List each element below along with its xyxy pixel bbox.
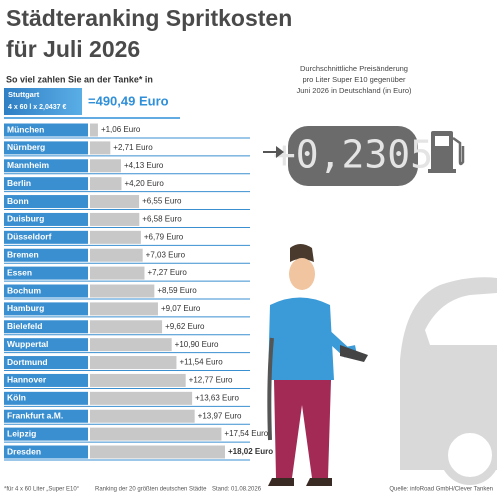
value-label: +8,59 Euro (157, 286, 197, 295)
city-label-box (4, 302, 88, 316)
bar (90, 159, 121, 173)
value-label: +6,79 Euro (144, 232, 184, 241)
city-label-box (4, 266, 88, 280)
value-label: +6,55 Euro (142, 197, 182, 206)
bar (90, 141, 111, 155)
city-label: Berlin (7, 178, 31, 188)
city-label-box (4, 195, 88, 209)
city-label-box (4, 230, 88, 244)
reference-formula: 4 x 60 l x 2,0437 € (8, 104, 66, 111)
city-label-box (4, 445, 88, 459)
bar (90, 391, 193, 405)
city-label-box (4, 356, 88, 370)
city-label: Nürnberg (7, 142, 45, 152)
value-label: +18,02 Euro (228, 447, 273, 456)
bar (90, 409, 195, 423)
change-note: pro Liter Super E10 gegenüber (303, 75, 406, 84)
reference-total: =490,49 Euro (88, 93, 169, 108)
footnote: Ranking der 20 größten deutschen Städte (95, 487, 207, 493)
city-label: Bochum (7, 285, 41, 295)
bar (90, 356, 177, 370)
footnote: *für 4 x 60 Liter „Super E10“ (4, 487, 79, 493)
bar (90, 373, 186, 387)
bar (90, 302, 158, 316)
value-label: +13,63 Euro (195, 393, 239, 402)
bar (90, 427, 222, 441)
city-label-box (4, 248, 88, 262)
city-label: Bremen (7, 249, 39, 259)
footnote: Stand: 01.08.2026 (212, 487, 262, 493)
city-label: Mannheim (7, 160, 49, 170)
bar (90, 248, 143, 262)
city-label: Bonn (7, 196, 29, 206)
bar (90, 212, 140, 226)
city-label-box (4, 373, 88, 387)
reference-box (4, 88, 82, 115)
city-label-box (4, 409, 88, 423)
car-window (425, 293, 497, 345)
bar (90, 445, 225, 459)
city-label: Hannover (7, 375, 47, 385)
value-label: +4,13 Euro (124, 161, 164, 170)
reference-city: Stuttgart (8, 90, 40, 99)
value-label: +9,07 Euro (161, 304, 201, 313)
city-label-box (4, 141, 88, 155)
city-label-box (4, 338, 88, 352)
change-value: +0,2305 (273, 133, 433, 177)
value-label: +10,90 Euro (175, 340, 219, 349)
city-label: Frankfurt a.M. (7, 410, 63, 420)
city-label: Dresden (7, 446, 41, 456)
city-label: Duisburg (7, 214, 44, 224)
city-label: München (7, 124, 44, 134)
title-line-2: für Juli 2026 (6, 36, 140, 62)
bar (90, 195, 140, 209)
value-label: +13,97 Euro (198, 411, 242, 420)
bar (90, 123, 98, 137)
city-label: Wuppertal (7, 339, 48, 349)
bar (90, 177, 122, 191)
city-label-box (4, 320, 88, 334)
value-label: +7,03 Euro (146, 250, 186, 259)
value-label: +9,62 Euro (165, 322, 205, 331)
pump-window (435, 136, 449, 146)
value-label: +6,58 Euro (142, 215, 182, 224)
value-label: +7,27 Euro (147, 268, 187, 277)
city-label: Düsseldorf (7, 232, 52, 242)
change-note: Durchschnittliche Preisänderung (300, 64, 408, 73)
city-label: Bielefeld (7, 321, 42, 331)
value-label: +1,06 Euro (101, 125, 141, 134)
value-label: +4,20 Euro (124, 179, 164, 188)
value-label: +11,54 Euro (179, 358, 223, 367)
value-label: +17,54 Euro (224, 429, 268, 438)
car-wheel (440, 425, 497, 485)
subtitle: So viel zahlen Sie an der Tanke* in (6, 74, 153, 84)
bar (90, 320, 163, 334)
bar (90, 230, 141, 244)
value-label: +12,77 Euro (189, 376, 233, 385)
city-label-box (4, 427, 88, 441)
city-label-box (4, 177, 88, 191)
city-label-box (4, 284, 88, 298)
arrow-icon (263, 146, 284, 158)
city-label: Leipzig (7, 428, 36, 438)
bar (90, 266, 145, 280)
source: Quelle: infoRoad GmbH/Clever Tanken (389, 487, 493, 493)
city-label-box (4, 123, 88, 137)
man-illustration (267, 244, 368, 486)
city-label: Köln (7, 393, 26, 403)
city-label-box (4, 159, 88, 173)
change-note: Juni 2026 in Deutschland (in Euro) (296, 86, 412, 95)
bar (90, 338, 172, 352)
city-label: Hamburg (7, 303, 44, 313)
change-display (288, 126, 418, 186)
city-label: Essen (7, 267, 32, 277)
title: Städteranking Spritkosten (6, 5, 292, 31)
value-label: +2,71 Euro (113, 143, 153, 152)
city-label-box (4, 391, 88, 405)
bar (90, 284, 155, 298)
city-label: Dortmund (7, 357, 48, 367)
city-label-box (4, 212, 88, 226)
